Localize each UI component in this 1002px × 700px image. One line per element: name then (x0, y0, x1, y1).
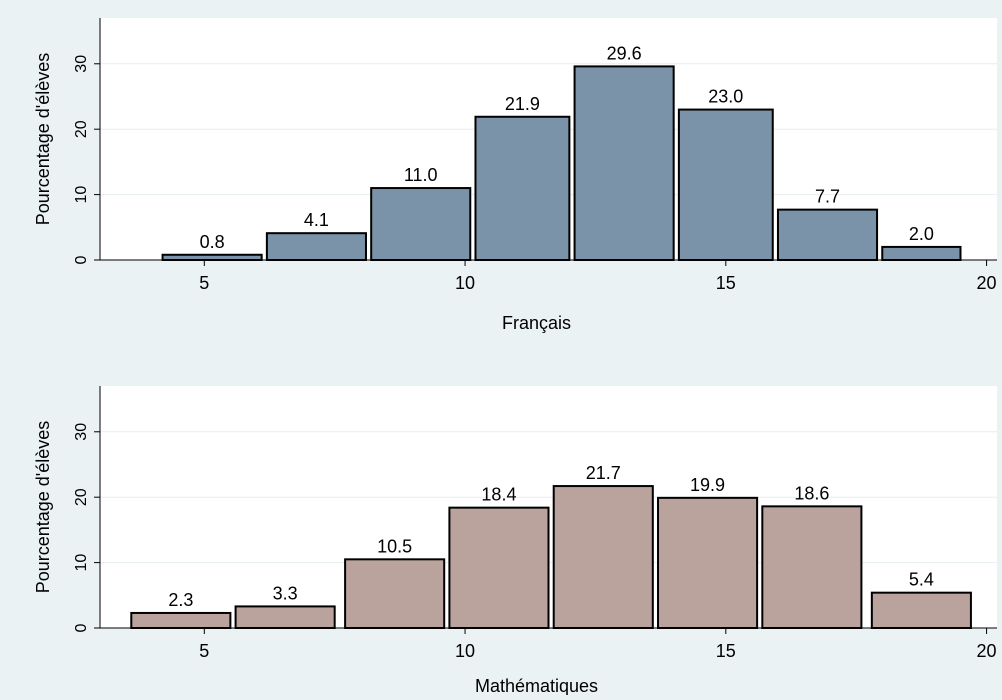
bar-value-label: 21.7 (586, 463, 621, 483)
panel-mathematiques: 2.3 3.3 10.5 18.4 21.7 19.9 18.6 5.4 0 10 20 30 5 10 1… (33, 386, 997, 696)
y-axis-label: Pourcentage d'élèves (33, 421, 53, 594)
bar (130, 611, 232, 630)
panel-francais: 0.8 4.1 11.0 21.9 29.6 23.0 7.7 2.0 0 10 20 30 5 10 15… (33, 18, 997, 333)
x-tick-label: 5 (199, 641, 209, 661)
bar (761, 505, 863, 629)
x-axis-label: Mathématiques (475, 676, 598, 695)
y-tick-label: 30 (73, 55, 90, 73)
bar-value-label: 2.0 (909, 224, 934, 244)
bar-value-label: 18.4 (481, 485, 516, 505)
bar (448, 506, 550, 629)
bar (657, 496, 759, 629)
y-tick-label: 10 (73, 186, 90, 204)
bar (370, 187, 472, 261)
bar-value-label: 3.3 (273, 583, 298, 603)
bar-value-label: 2.3 (168, 590, 193, 610)
bar (474, 115, 571, 261)
x-tick-label: 15 (716, 273, 736, 293)
bar (265, 232, 367, 261)
bar (552, 485, 654, 630)
x-tick-label: 10 (455, 641, 475, 661)
bar-value-label: 10.5 (377, 536, 412, 556)
bar-value-label: 21.9 (505, 94, 540, 114)
y-tick-label: 20 (73, 488, 90, 506)
bar-value-label: 23.0 (708, 87, 743, 107)
bar-value-label: 7.7 (815, 187, 840, 207)
bar (573, 65, 675, 262)
y-tick-label: 30 (73, 423, 90, 441)
bar (881, 245, 962, 261)
x-tick-label: 20 (977, 273, 997, 293)
y-tick-label: 10 (73, 554, 90, 572)
y-tick-label: 20 (73, 120, 90, 138)
bar-value-label: 19.9 (690, 475, 725, 495)
bar-value-label: 29.6 (607, 43, 642, 63)
bar-value-label: 11.0 (404, 165, 438, 185)
x-tick-label: 10 (455, 273, 475, 293)
bar-value-label: 0.8 (200, 232, 225, 252)
y-tick-label: 0 (73, 255, 90, 264)
y-axis-label: Pourcentage d'élèves (33, 53, 53, 226)
bar (870, 591, 972, 630)
x-tick-label: 20 (977, 641, 997, 661)
y-tick-label: 0 (73, 623, 90, 632)
x-tick-label: 5 (199, 273, 209, 293)
bar (776, 208, 879, 261)
bar (677, 108, 774, 261)
x-axis-label: Français (502, 313, 571, 333)
bar (344, 558, 446, 630)
bar-value-label: 4.1 (304, 210, 329, 230)
bar-value-label: 18.6 (794, 483, 829, 503)
bar (234, 605, 336, 629)
bar-value-label: 5.4 (909, 570, 934, 590)
bar (161, 253, 263, 261)
x-tick-label: 15 (716, 641, 736, 661)
